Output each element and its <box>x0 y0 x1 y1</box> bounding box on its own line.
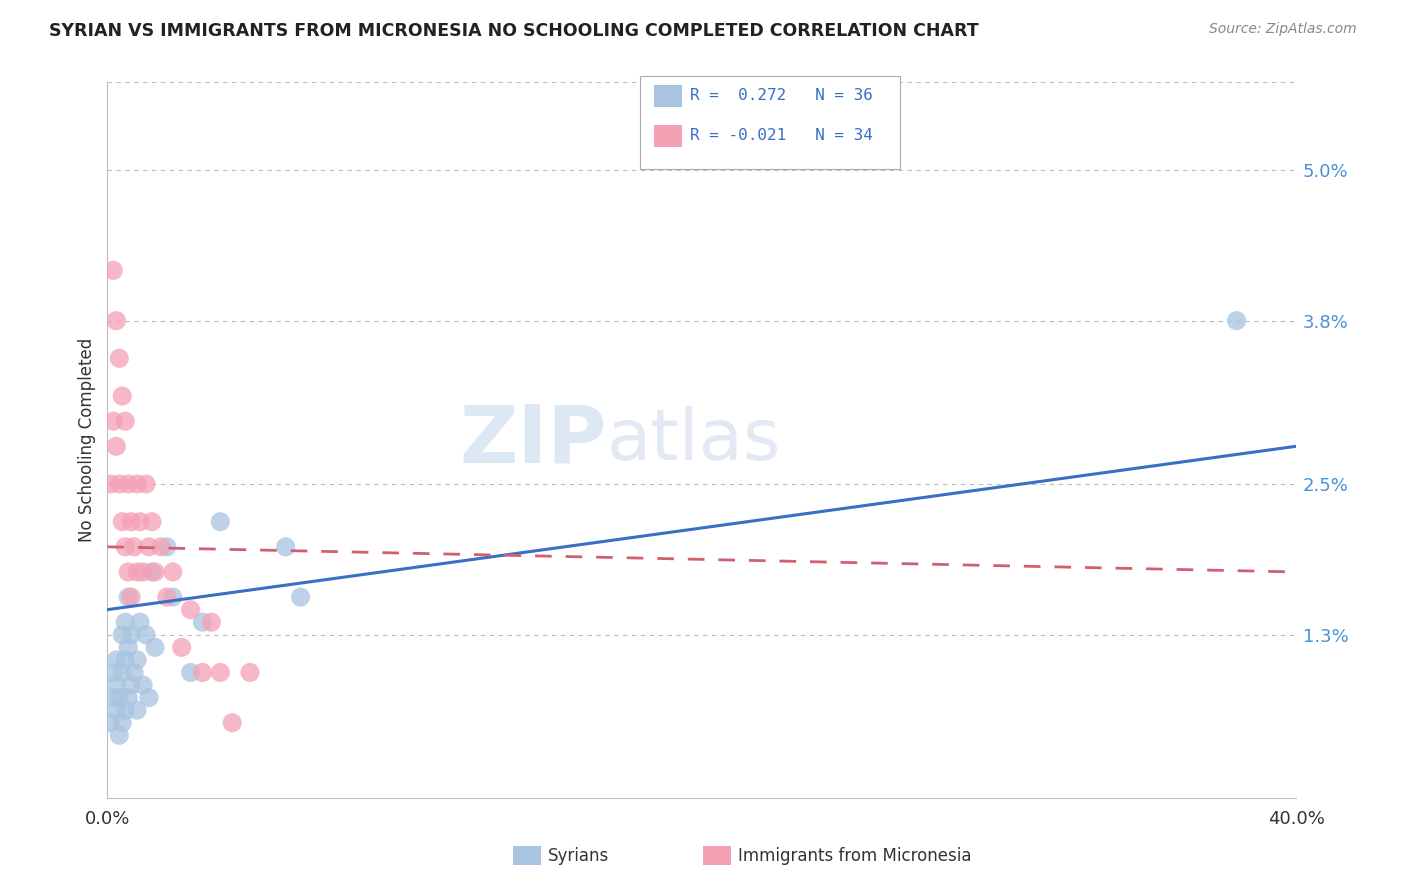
Point <box>108 690 131 705</box>
Y-axis label: No Schooling Completed: No Schooling Completed <box>79 338 96 542</box>
Point <box>143 640 166 655</box>
Point <box>103 414 125 428</box>
Point <box>191 665 214 680</box>
Point <box>108 351 131 366</box>
Point <box>132 565 155 579</box>
Point <box>127 477 149 491</box>
Text: ZIP: ZIP <box>460 401 606 479</box>
Point <box>114 653 136 667</box>
Point <box>156 590 179 604</box>
Point <box>180 665 202 680</box>
Point <box>127 703 149 717</box>
Point <box>149 540 172 554</box>
Point <box>135 628 157 642</box>
Point <box>274 540 297 554</box>
Point <box>200 615 222 630</box>
Point <box>120 515 142 529</box>
Point <box>111 665 134 680</box>
Point <box>111 628 134 642</box>
Point <box>127 565 149 579</box>
Point <box>103 665 125 680</box>
Point <box>114 540 136 554</box>
Point <box>162 565 184 579</box>
Text: Immigrants from Micronesia: Immigrants from Micronesia <box>738 847 972 865</box>
Text: Syrians: Syrians <box>548 847 610 865</box>
Point <box>114 414 136 428</box>
Point <box>105 653 128 667</box>
Point <box>209 515 232 529</box>
Text: SYRIAN VS IMMIGRANTS FROM MICRONESIA NO SCHOOLING COMPLETED CORRELATION CHART: SYRIAN VS IMMIGRANTS FROM MICRONESIA NO … <box>49 22 979 40</box>
Point <box>135 477 157 491</box>
Point <box>105 313 128 327</box>
Point <box>1225 313 1247 327</box>
Point <box>122 540 145 554</box>
Point <box>117 565 139 579</box>
Point <box>156 540 179 554</box>
Point <box>111 389 134 403</box>
Point <box>221 715 243 730</box>
Point <box>103 263 125 277</box>
Point <box>117 477 139 491</box>
Point <box>141 565 163 579</box>
Point <box>180 602 202 616</box>
Text: R = -0.021   N = 34: R = -0.021 N = 34 <box>690 128 873 143</box>
Point <box>191 615 214 630</box>
Point <box>98 715 121 730</box>
Point <box>120 678 142 692</box>
Point <box>143 565 166 579</box>
Point <box>138 540 160 554</box>
Point <box>111 715 134 730</box>
Point <box>98 477 121 491</box>
Point <box>127 653 149 667</box>
Text: Source: ZipAtlas.com: Source: ZipAtlas.com <box>1209 22 1357 37</box>
Point <box>209 665 232 680</box>
Point <box>114 615 136 630</box>
Point <box>117 640 139 655</box>
Point <box>170 640 193 655</box>
Point <box>108 728 131 742</box>
Point <box>141 515 163 529</box>
Text: R =  0.272   N = 36: R = 0.272 N = 36 <box>690 88 873 103</box>
Point <box>108 477 131 491</box>
Point <box>129 615 152 630</box>
Point <box>120 590 142 604</box>
Point <box>105 678 128 692</box>
Point <box>111 515 134 529</box>
Point <box>290 590 312 604</box>
Point <box>122 665 145 680</box>
Point <box>162 590 184 604</box>
Point <box>239 665 262 680</box>
Point <box>105 703 128 717</box>
Point <box>138 690 160 705</box>
Point <box>103 690 125 705</box>
Text: atlas: atlas <box>606 406 780 475</box>
Point <box>117 690 139 705</box>
Point <box>114 703 136 717</box>
Point <box>132 678 155 692</box>
Point <box>117 590 139 604</box>
Point <box>129 515 152 529</box>
Point <box>120 628 142 642</box>
Point <box>105 439 128 453</box>
